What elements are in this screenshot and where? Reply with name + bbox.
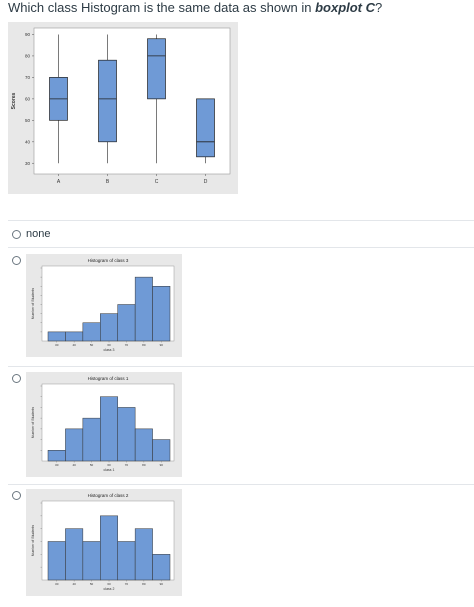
question-emphasis: boxplot C	[315, 0, 376, 15]
histogram-class2-chart: Histogram of class 2 Number of Students 30…	[31, 493, 175, 591]
x-tick-label: C	[155, 179, 159, 185]
histogram-bar	[100, 313, 118, 342]
y-tick-label: 90	[25, 32, 31, 37]
histogram-bar	[152, 286, 171, 342]
option-none-label: none	[26, 228, 51, 240]
x-tick-label: 50	[90, 582, 94, 586]
chart-title: Histogram of class 3	[88, 258, 129, 263]
histogram-bar	[65, 428, 84, 462]
x-tick-label: 70	[125, 343, 129, 347]
box-B	[98, 59, 117, 143]
x-tick-label: 70	[125, 463, 129, 467]
x-tick-label: 80	[142, 582, 146, 586]
option-class3-radio[interactable]	[12, 256, 21, 265]
box-D	[196, 98, 215, 158]
histogram-bar	[117, 304, 136, 342]
histogram-bar	[100, 396, 118, 462]
histogram-bar	[152, 554, 171, 581]
y-axis-label: Number of Students	[31, 407, 35, 438]
y-tick-label: 40	[25, 139, 31, 144]
histogram-bar	[82, 322, 101, 342]
chart-title: Histogram of class 2	[88, 493, 129, 498]
y-tick-label: 50	[25, 118, 31, 123]
x-tick-label: 60	[107, 463, 111, 467]
histogram-bar	[82, 541, 101, 581]
y-axis-label: Number of Students	[31, 288, 35, 319]
y-tick-label: 60	[25, 96, 31, 101]
histogram-class3-chart: Histogram of class 3 Number of Students 30…	[31, 258, 175, 352]
boxplot-chart: 90 80 70 60 50 40 30 Scores A B C D	[11, 27, 231, 185]
histogram-bar	[152, 439, 171, 462]
boxplot-figure: 90 80 70 60 50 40 30 Scores A B C D	[8, 22, 238, 194]
x-axis-label: class 2	[104, 587, 115, 591]
x-tick-label: 50	[90, 343, 94, 347]
x-tick-label: 50	[90, 463, 94, 467]
histogram-bar	[65, 331, 84, 342]
histogram-bar	[117, 407, 136, 462]
option-class2-radio[interactable]	[12, 491, 21, 500]
x-tick-label: 80	[142, 463, 146, 467]
x-tick-label: B	[106, 179, 110, 185]
x-tick-label: 90	[160, 343, 164, 347]
histogram-class1-figure: Histogram of class 1 Number of Students 30…	[26, 372, 182, 477]
chart-title: Histogram of class 1	[88, 376, 129, 381]
histogram-bar	[47, 331, 66, 342]
x-tick-label: 40	[72, 582, 76, 586]
histogram-class3-figure: Histogram of class 3 Number of Students 30…	[26, 254, 182, 357]
box-C	[147, 38, 166, 100]
x-tick-label: 40	[72, 463, 76, 467]
y-tick-label: 80	[25, 53, 31, 58]
y-axis-label: Number of Students	[31, 525, 35, 556]
question-text: Which class Histogram is the same data a…	[8, 0, 383, 15]
x-tick-label: D	[204, 179, 208, 185]
histogram-bar	[47, 541, 66, 581]
separator	[8, 366, 474, 367]
separator	[8, 220, 474, 221]
y-tick-label: 30	[25, 161, 31, 166]
histogram-bar	[65, 528, 84, 581]
x-tick-label: 90	[160, 463, 164, 467]
x-tick-label: 70	[125, 582, 129, 586]
histogram-bar	[82, 417, 101, 462]
separator	[8, 484, 474, 485]
x-tick-label: 30	[55, 343, 59, 347]
x-axis-label: class 1	[104, 468, 115, 472]
histogram-bar	[100, 515, 118, 581]
x-tick-label: 30	[55, 582, 59, 586]
histogram-bar	[47, 450, 66, 462]
x-tick-label: 60	[107, 343, 111, 347]
x-tick-label: 60	[107, 582, 111, 586]
histogram-class2-figure: Histogram of class 2 Number of Students 30…	[26, 489, 182, 596]
histogram-class1-chart: Histogram of class 1 Number of Students 30…	[31, 376, 175, 472]
histogram-bar	[134, 428, 153, 462]
y-axis-label: Scores	[11, 92, 17, 109]
y-tick-label: 70	[25, 75, 31, 80]
histogram-bar	[134, 276, 153, 342]
option-class1-radio[interactable]	[12, 374, 21, 383]
separator	[8, 247, 474, 248]
x-tick-label: A	[57, 179, 61, 185]
histogram-bar	[134, 528, 153, 581]
x-tick-label: 80	[142, 343, 146, 347]
option-none-radio[interactable]	[12, 230, 21, 239]
x-tick-label: 40	[72, 343, 76, 347]
x-tick-label: 30	[55, 463, 59, 467]
x-axis-label: class 3	[104, 348, 115, 352]
x-tick-label: 90	[160, 582, 164, 586]
histogram-bar	[117, 541, 136, 581]
